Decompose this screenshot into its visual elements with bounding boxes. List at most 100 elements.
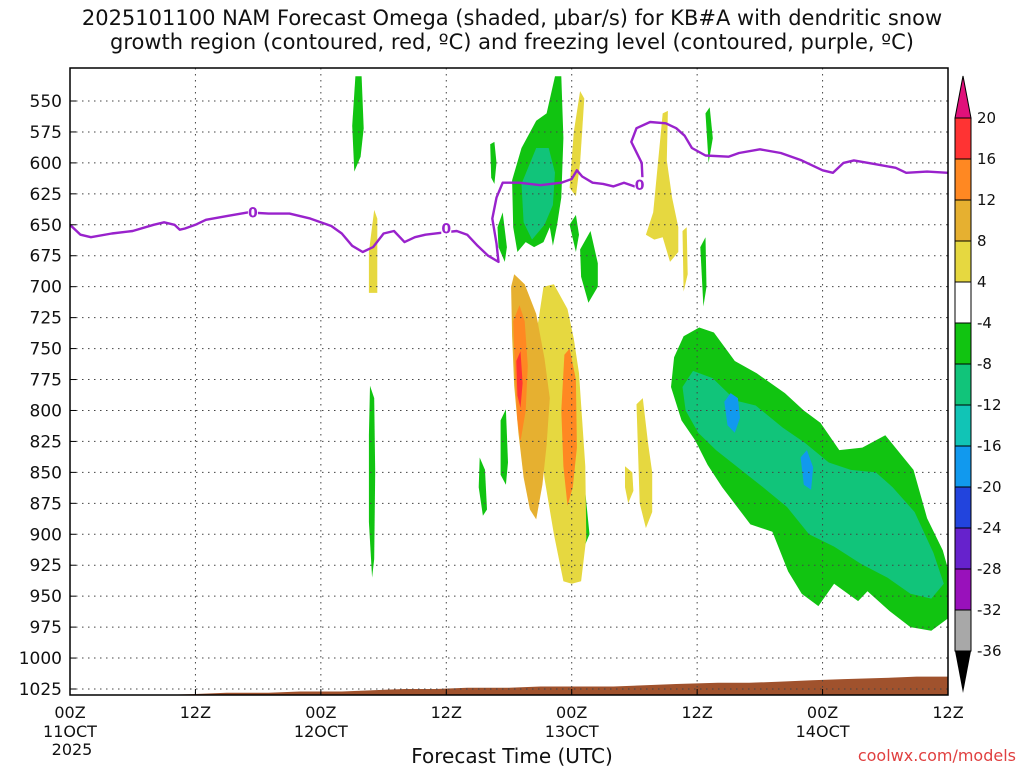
colorbar-swatch-4 — [954, 281, 972, 324]
colorbar-bottom-arrow — [955, 651, 971, 693]
freezing-level-line — [70, 120, 948, 264]
colorbar-swatch-5 — [954, 322, 972, 365]
grid-lines — [70, 68, 948, 695]
y-tick-label-750: 750 — [30, 340, 62, 360]
x-tick-year-0: 2025 — [52, 740, 93, 759]
colorbar-swatch-7 — [954, 404, 972, 447]
chart-title-line1: 2025101100 NAM Forecast Omega (shaded, µ… — [81, 6, 943, 30]
x-tick-label-48: 00Z — [556, 703, 587, 722]
freezing-level-label-1: 0 — [441, 222, 451, 238]
colorbar-top-arrow — [954, 75, 972, 119]
freezing-label-bg-2 — [634, 177, 645, 193]
omega-region-green-16 — [705, 107, 713, 163]
y-tick-label-1000: 1000 — [19, 649, 62, 669]
colorbar-swatch-6 — [954, 363, 972, 406]
omega-region-teal-20 — [682, 370, 944, 599]
omega-region-yellow-1 — [368, 209, 378, 293]
freezing-level-contour: 0 0 0 — [70, 120, 948, 264]
y-tick-label-550: 550 — [30, 92, 62, 112]
freezing-level-label-2: 0 — [635, 178, 645, 194]
colorbar-swatch-9 — [954, 486, 972, 529]
colorbar-label-9: -20 — [977, 478, 1002, 496]
freezing-label-bg-1 — [441, 220, 452, 236]
y-tick-label-575: 575 — [30, 123, 62, 143]
y-tick-label-800: 800 — [30, 401, 62, 421]
x-tick-label-60: 12Z — [681, 703, 712, 722]
omega-region-orange-24 — [561, 348, 577, 506]
omega-region-green-15 — [700, 237, 707, 307]
omega-region-yellow-23 — [532, 284, 587, 584]
omega-region-green-6 — [500, 409, 508, 485]
chart-title: 2025101100 NAM Forecast Omega (shaded, µ… — [0, 6, 1024, 54]
colorbar-swatch-11 — [954, 568, 972, 611]
y-tick-label-675: 675 — [30, 247, 62, 267]
colorbar-label-2: 12 — [977, 191, 996, 209]
y-tick-label-950: 950 — [30, 587, 62, 607]
omega-region-cyan-22 — [800, 450, 814, 490]
x-tick-label-36: 12Z — [431, 703, 462, 722]
y-axis: 550 575 600 625 650 675 700 725 750 775 800 825 850 8… — [19, 92, 76, 700]
colorbar-label-1: 16 — [977, 150, 996, 168]
colorbar-swatch-1 — [954, 158, 972, 201]
plot-frame — [69, 67, 949, 696]
x-tick-label-24: 00Z — [305, 703, 336, 722]
y-tick-label-1025: 1025 — [19, 680, 62, 700]
freezing-label-bg-0 — [247, 204, 258, 220]
credit-text: coolwx.com/models — [857, 746, 1016, 765]
colorbar-swatch-8 — [954, 445, 972, 488]
colorbar-label-5: -4 — [977, 314, 992, 332]
y-tick-label-875: 875 — [30, 494, 62, 514]
omega-region-yellow-17 — [636, 398, 653, 529]
surface-fill — [70, 676, 948, 695]
omega-region-yellow-14 — [682, 227, 688, 292]
y-tick-label-700: 700 — [30, 278, 62, 298]
omega-region-green-4 — [490, 141, 497, 184]
omega-region-green-11 — [580, 231, 598, 303]
x-tick-label-84: 12Z — [932, 703, 963, 722]
omega-region-red-27 — [516, 351, 523, 408]
colorbar-label-6: -8 — [977, 355, 992, 373]
omega-region-green-0 — [352, 76, 364, 172]
omega-region-yellow-12 — [625, 466, 634, 504]
y-tick-label-775: 775 — [30, 371, 62, 391]
colorbar-swatch-10 — [954, 527, 972, 570]
chart-title-line2: growth region (contoured, red, ºC) and f… — [110, 30, 914, 54]
x-axis-label: Forecast Time (UTC) — [411, 744, 613, 768]
colorbar-label-3: 8 — [977, 232, 987, 250]
y-tick-label-925: 925 — [30, 556, 62, 576]
y-tick-label-600: 600 — [30, 154, 62, 174]
colorbar-label-11: -28 — [977, 560, 1002, 578]
colorbar-label-8: -16 — [977, 437, 1002, 455]
colorbar-swatch-2 — [954, 199, 972, 242]
y-tick-label-850: 850 — [30, 463, 62, 483]
x-tick-date-0: 11OCT — [43, 722, 97, 741]
omega-region-green-2 — [368, 385, 376, 578]
surface-layer — [70, 676, 948, 695]
colorbar-swatch-0 — [954, 117, 972, 160]
colorbar-label-7: -12 — [977, 396, 1002, 414]
colorbar-label-12: -32 — [977, 601, 1002, 619]
y-tick-label-650: 650 — [30, 216, 62, 236]
x-tick-date-24: 12OCT — [294, 722, 348, 741]
colorbar-swatch-3 — [954, 240, 972, 283]
x-tick-label-72: 00Z — [807, 703, 838, 722]
x-tick-date-72: 14OCT — [796, 722, 850, 741]
colorbar-label-0: 20 — [977, 109, 996, 127]
colorbar: 20 16 12 8 4 -4 -8 -12 -16 -20 -24 -28 -32 -36 — [954, 75, 1002, 693]
y-tick-label-900: 900 — [30, 525, 62, 545]
freezing-level-label-0: 0 — [248, 205, 258, 221]
x-tick-date-48: 13OCT — [545, 722, 599, 741]
colorbar-label-13: -36 — [977, 642, 1002, 660]
omega-region-yellow-13 — [645, 110, 679, 262]
omega-region-cyan-21 — [724, 393, 740, 433]
y-tick-label-625: 625 — [30, 185, 62, 205]
omega-shading — [352, 76, 948, 631]
x-tick-label-0: 00Z — [54, 703, 85, 722]
y-tick-label-725: 725 — [30, 309, 62, 329]
colorbar-label-4: 4 — [977, 273, 987, 291]
y-tick-label-975: 975 — [30, 618, 62, 638]
omega-region-yellow-9 — [569, 91, 585, 197]
colorbar-label-10: -24 — [977, 519, 1002, 537]
